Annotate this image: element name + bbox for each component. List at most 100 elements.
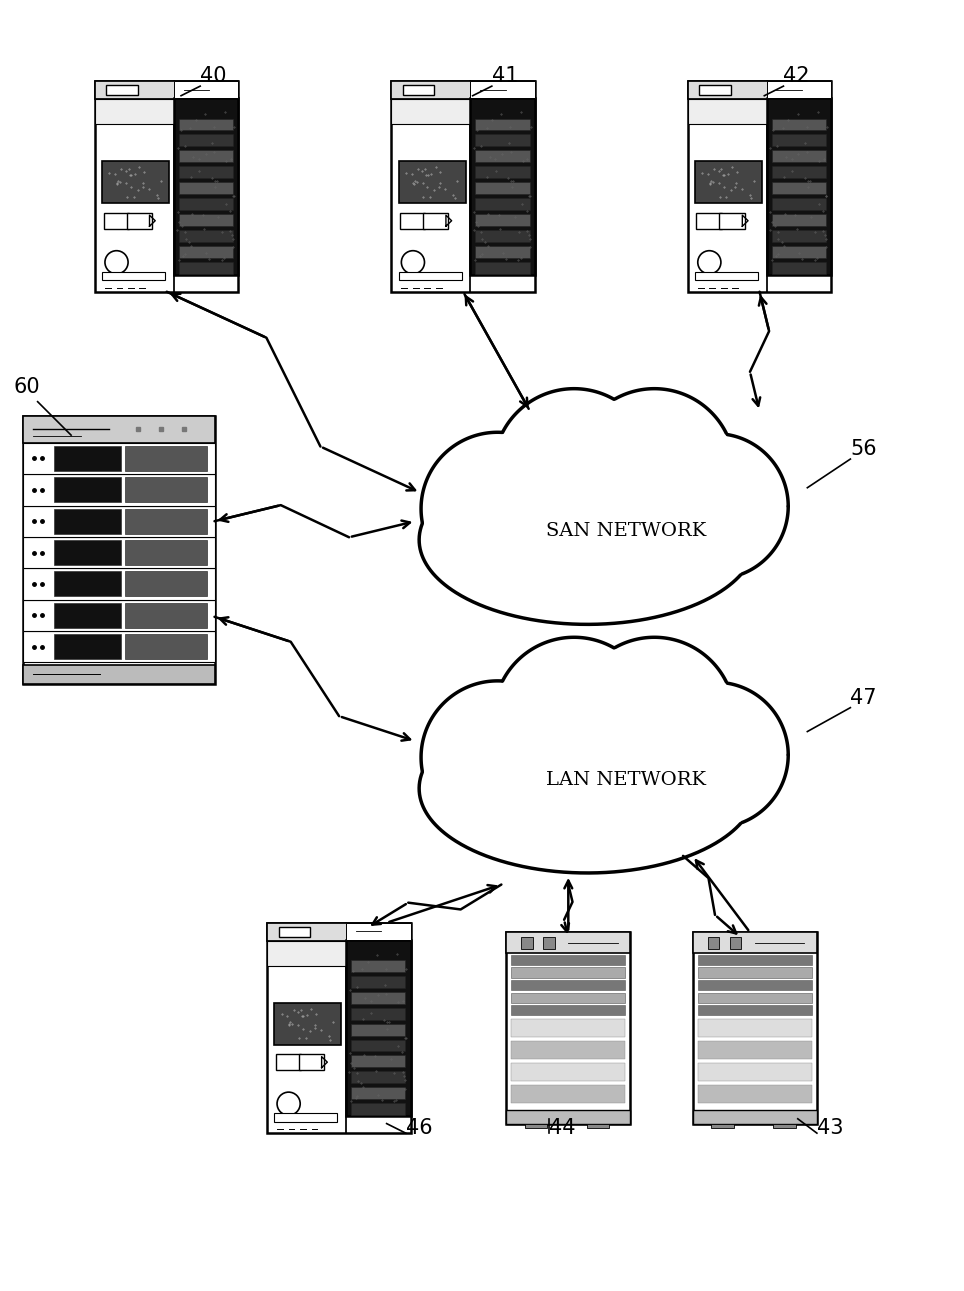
Bar bbox=[697, 1084, 812, 1103]
Bar bbox=[524, 1123, 547, 1128]
Bar bbox=[697, 954, 812, 964]
Bar bbox=[391, 99, 470, 124]
Bar bbox=[692, 932, 817, 1123]
Circle shape bbox=[105, 250, 128, 274]
Ellipse shape bbox=[419, 456, 756, 625]
Bar bbox=[54, 478, 120, 502]
Bar bbox=[708, 937, 719, 949]
Bar bbox=[710, 1123, 734, 1128]
Bar bbox=[126, 213, 151, 229]
Bar bbox=[351, 1024, 405, 1035]
Bar bbox=[771, 150, 825, 163]
Bar bbox=[771, 214, 825, 226]
Bar bbox=[511, 1019, 626, 1037]
Bar bbox=[124, 509, 206, 533]
Bar bbox=[730, 937, 741, 949]
Text: 56: 56 bbox=[850, 439, 876, 460]
Bar bbox=[771, 167, 825, 178]
Circle shape bbox=[574, 638, 735, 798]
Bar bbox=[23, 568, 214, 599]
Bar bbox=[719, 213, 744, 229]
Bar bbox=[391, 81, 535, 292]
Text: 46: 46 bbox=[406, 1118, 432, 1137]
Bar bbox=[475, 262, 529, 274]
Bar bbox=[470, 81, 535, 98]
Bar bbox=[697, 1006, 812, 1016]
Bar bbox=[23, 474, 214, 506]
Bar bbox=[179, 134, 233, 146]
Bar bbox=[54, 445, 120, 471]
Bar bbox=[279, 927, 310, 937]
Bar bbox=[274, 1113, 337, 1122]
Bar bbox=[54, 634, 120, 660]
Text: LAN NETWORK: LAN NETWORK bbox=[546, 771, 706, 789]
Bar bbox=[351, 1072, 405, 1083]
Bar bbox=[773, 1123, 795, 1128]
Bar bbox=[506, 932, 630, 1123]
Circle shape bbox=[277, 1092, 300, 1115]
Bar bbox=[475, 134, 529, 146]
Bar bbox=[697, 1019, 812, 1037]
Bar bbox=[506, 932, 630, 953]
Bar bbox=[692, 932, 817, 953]
Ellipse shape bbox=[419, 704, 756, 873]
Bar bbox=[475, 167, 529, 178]
Bar bbox=[351, 1087, 405, 1099]
Bar bbox=[400, 213, 425, 229]
Bar bbox=[106, 85, 138, 96]
Bar bbox=[699, 85, 731, 96]
Bar bbox=[398, 271, 462, 280]
Bar bbox=[511, 980, 626, 990]
Bar bbox=[587, 1123, 609, 1128]
Bar bbox=[23, 416, 214, 443]
Bar bbox=[174, 98, 238, 275]
Bar bbox=[276, 1055, 301, 1070]
Bar bbox=[511, 1041, 626, 1059]
Bar bbox=[511, 1006, 626, 1016]
Bar bbox=[695, 161, 762, 204]
Bar bbox=[351, 1103, 405, 1115]
Bar bbox=[23, 443, 214, 474]
Bar bbox=[179, 230, 233, 241]
Bar bbox=[771, 119, 825, 130]
Circle shape bbox=[421, 432, 574, 585]
Bar bbox=[351, 991, 405, 1003]
Bar bbox=[267, 923, 411, 941]
Bar bbox=[54, 572, 120, 596]
Bar bbox=[102, 271, 165, 280]
Bar bbox=[475, 182, 529, 194]
Bar bbox=[771, 198, 825, 210]
Bar bbox=[697, 980, 812, 990]
Circle shape bbox=[494, 389, 654, 549]
Bar bbox=[692, 1110, 817, 1123]
Bar bbox=[687, 99, 766, 124]
Bar bbox=[179, 150, 233, 163]
Circle shape bbox=[574, 389, 735, 549]
Bar bbox=[267, 923, 411, 1133]
Bar bbox=[103, 213, 129, 229]
Bar bbox=[511, 954, 626, 964]
Bar bbox=[179, 119, 233, 130]
Bar bbox=[346, 940, 411, 1117]
Bar bbox=[521, 937, 532, 949]
Bar bbox=[351, 976, 405, 988]
Bar bbox=[470, 98, 535, 275]
Bar bbox=[267, 941, 346, 966]
Bar bbox=[543, 937, 554, 949]
Circle shape bbox=[401, 250, 424, 274]
Bar bbox=[475, 150, 529, 163]
Bar bbox=[475, 119, 529, 130]
Bar bbox=[771, 182, 825, 194]
Bar bbox=[124, 603, 206, 627]
Bar bbox=[124, 478, 206, 502]
Text: SAN NETWORK: SAN NETWORK bbox=[546, 522, 706, 540]
Bar bbox=[102, 161, 169, 204]
Bar bbox=[94, 81, 238, 292]
Bar bbox=[475, 230, 529, 241]
Bar bbox=[423, 213, 448, 229]
Bar bbox=[94, 81, 238, 99]
Bar bbox=[771, 230, 825, 241]
Text: 42: 42 bbox=[783, 66, 810, 86]
Bar bbox=[179, 245, 233, 258]
Circle shape bbox=[697, 250, 720, 274]
